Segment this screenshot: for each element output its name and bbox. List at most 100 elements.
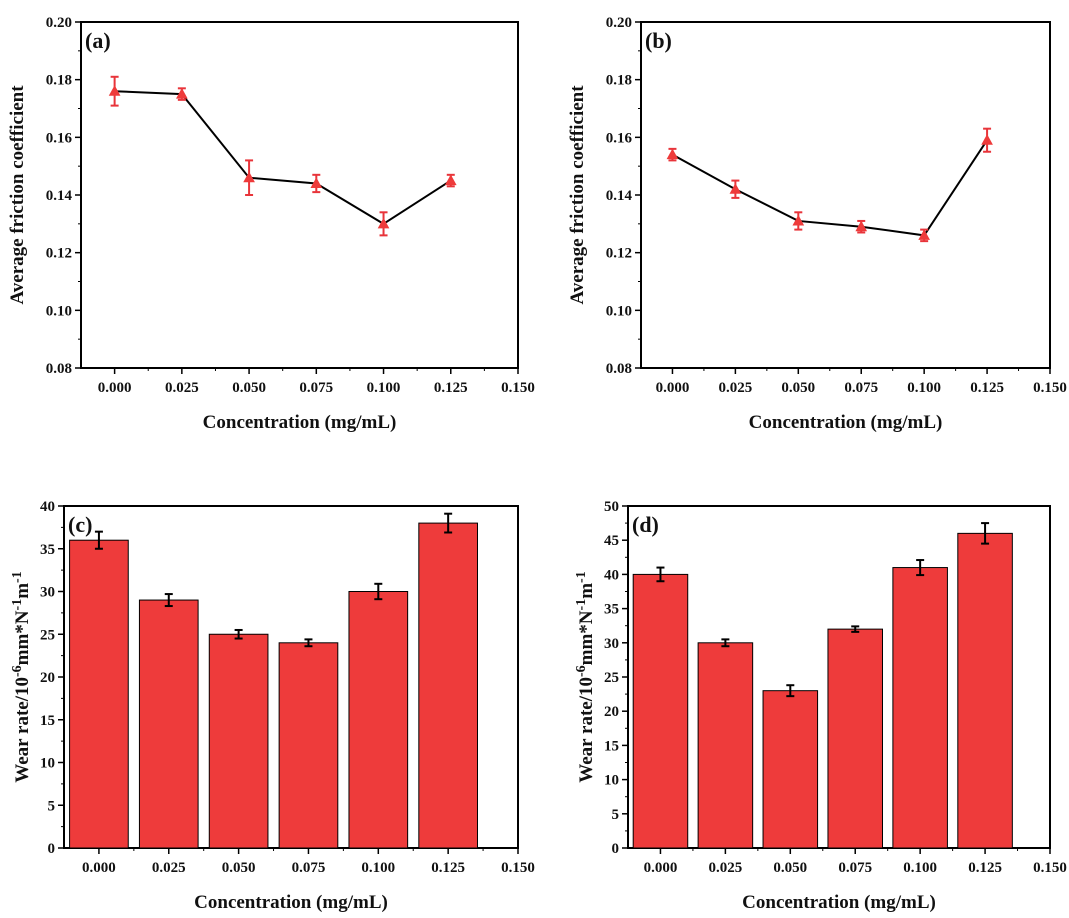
panel-a-y-tick-label: 0.08 [46, 361, 72, 377]
panel-b-x-axis-title: Concentration (mg/mL) [749, 412, 943, 433]
y-axis-title-superscript: -1 [574, 571, 589, 583]
panel-a-x-tick-label: 0.075 [299, 380, 333, 396]
panel-a-y-tick-label: 0.12 [46, 246, 72, 262]
panel-c-bar [419, 523, 478, 848]
y-axis-title-part: mm*N [12, 610, 33, 665]
panel-c-y-tick-label: 0 [48, 841, 56, 857]
panel-c-x-tick-label: 0.075 [292, 860, 326, 876]
panel-a-x-tick-label: 0.150 [501, 380, 535, 396]
panel-b-frame [641, 22, 1050, 368]
panel-b-y-tick-label: 0.14 [606, 188, 633, 204]
panel-c-y-tick-label: 10 [40, 756, 55, 772]
y-axis-title-superscript: -1 [10, 599, 25, 611]
panel-d-x-tick-label: 0.075 [838, 860, 872, 876]
panel-a-y-tick-label: 0.20 [46, 15, 72, 31]
panel-a-series-line [115, 91, 451, 224]
panel-c-x-tick-label: 0.050 [222, 860, 256, 876]
panel-c-x-tick-label: 0.125 [431, 860, 465, 876]
panel-c-y-tick-label: 15 [40, 713, 55, 729]
y-axis-title-superscript: -1 [574, 599, 589, 611]
panel-b-x-tick-label: 0.100 [907, 380, 941, 396]
panel-b-x-tick-label: 0.075 [844, 380, 878, 396]
panel-c-y-tick-label: 25 [40, 627, 55, 643]
panel-c-bar [70, 540, 129, 848]
panel-a-x-tick-label: 0.100 [367, 380, 401, 396]
panel-b: 0.000 0.025 0.050 0.075 0.100 0.125 0.150 0.08 0… [567, 15, 1067, 433]
panel-c-x-tick-label: 0.025 [152, 860, 186, 876]
panel-b-x-tick-label: 0.025 [719, 380, 753, 396]
y-axis-title-part: mm*N [576, 610, 597, 665]
panel-c-y-tick-label: 40 [40, 499, 55, 515]
panel-b-series-line [672, 140, 987, 235]
panel-b-x-tick-label: 0.150 [1033, 380, 1067, 396]
y-axis-title-superscript: -6 [574, 665, 589, 677]
panel-b-y-tick-label: 0.08 [606, 361, 632, 377]
panel-b-y-tick-label: 0.16 [606, 130, 633, 146]
panel-c-y-tick-label: 5 [48, 798, 56, 814]
panel-a-x-axis-title: Concentration (mg/mL) [203, 412, 397, 433]
panel-d-bar [828, 629, 883, 848]
panel-d-y-tick-label: 50 [604, 499, 619, 515]
panel-d-bar [958, 533, 1013, 848]
panel-c-label: (c) [68, 512, 92, 537]
panel-d-bar [893, 568, 948, 848]
panel-d-y-tick-label: 35 [604, 602, 619, 618]
panel-a-data-point [446, 176, 456, 185]
panel-a-x-tick-label: 0.025 [165, 380, 199, 396]
panel-d-x-tick-label: 0.025 [709, 860, 743, 876]
panel-d: 0.000 0.025 0.050 0.075 0.100 0.125 0.15005101… [574, 499, 1067, 913]
panel-b-data-point [667, 150, 677, 159]
panel-a-y-tick-label: 0.14 [46, 188, 73, 204]
panel-c: 0.000 0.025 0.050 0.075 0.100 0.125 0.15005101… [10, 499, 535, 913]
y-axis-title-part: Wear rate/10 [576, 677, 597, 783]
panel-b-x-tick-label: 0.125 [970, 380, 1004, 396]
panel-c-x-axis-title: Concentration (mg/mL) [194, 892, 388, 913]
panel-d-y-tick-label: 45 [604, 533, 619, 549]
panel-a-y-tick-label: 0.18 [46, 73, 72, 89]
panel-d-bar [633, 574, 688, 848]
panel-d-y-tick-label: 0 [612, 841, 620, 857]
panel-b-y-axis-title: Average friction coefficient [567, 85, 588, 305]
panel-c-y-tick-label: 30 [40, 585, 55, 601]
panel-b-y-tick-label: 0.20 [606, 15, 632, 31]
panel-b-label: (b) [645, 28, 672, 53]
panel-d-y-tick-label: 5 [612, 807, 620, 823]
panel-a-x-tick-label: 0.050 [232, 380, 266, 396]
panel-d-x-tick-label: 0.000 [644, 860, 678, 876]
panel-d-label: (d) [632, 512, 659, 537]
panel-d-y-tick-label: 25 [604, 670, 619, 686]
y-axis-title-superscript: -6 [10, 665, 25, 677]
panel-d-y-tick-label: 15 [604, 738, 619, 754]
panel-c-bar [349, 592, 408, 849]
y-axis-title-superscript: -1 [10, 571, 25, 583]
panel-a-x-tick-label: 0.125 [434, 380, 468, 396]
panel-a-y-axis-title: Average friction coefficient [7, 85, 28, 305]
panel-d-x-tick-label: 0.050 [773, 860, 807, 876]
panel-c-x-tick-label: 0.000 [82, 860, 116, 876]
panel-a-y-tick-label: 0.16 [46, 130, 73, 146]
panel-c-y-tick-label: 35 [40, 542, 55, 558]
panel-a-x-tick-label: 0.000 [98, 380, 132, 396]
panel-c-y-tick-label: 20 [40, 670, 55, 686]
panel-d-y-tick-label: 30 [604, 636, 619, 652]
panel-a-frame [81, 22, 518, 368]
panel-d-y-tick-label: 20 [604, 704, 619, 720]
panel-d-y-tick-label: 40 [604, 567, 619, 583]
panel-b-data-point [982, 135, 992, 144]
y-axis-title-part: m [12, 583, 33, 599]
panel-b-y-tick-label: 0.12 [606, 246, 632, 262]
panel-c-bar [139, 600, 198, 848]
panel-d-y-tick-label: 10 [604, 773, 619, 789]
panel-b-x-tick-label: 0.050 [781, 380, 815, 396]
panel-a: 0.000 0.025 0.050 0.075 0.100 0.125 0.150 0.08 0… [7, 15, 535, 433]
panel-a-data-point [379, 219, 389, 228]
y-axis-title-part: m [576, 583, 597, 599]
panel-d-x-tick-label: 0.125 [968, 860, 1002, 876]
y-axis-title-part: Wear rate/10 [12, 677, 33, 783]
panel-c-x-tick-label: 0.100 [361, 860, 395, 876]
panel-a-label: (a) [85, 28, 111, 53]
panel-d-y-axis-title: Wear rate/10-6mm*N-1m-1 [574, 571, 597, 782]
panel-d-bar [698, 643, 753, 848]
panel-d-x-tick-label: 0.100 [903, 860, 937, 876]
